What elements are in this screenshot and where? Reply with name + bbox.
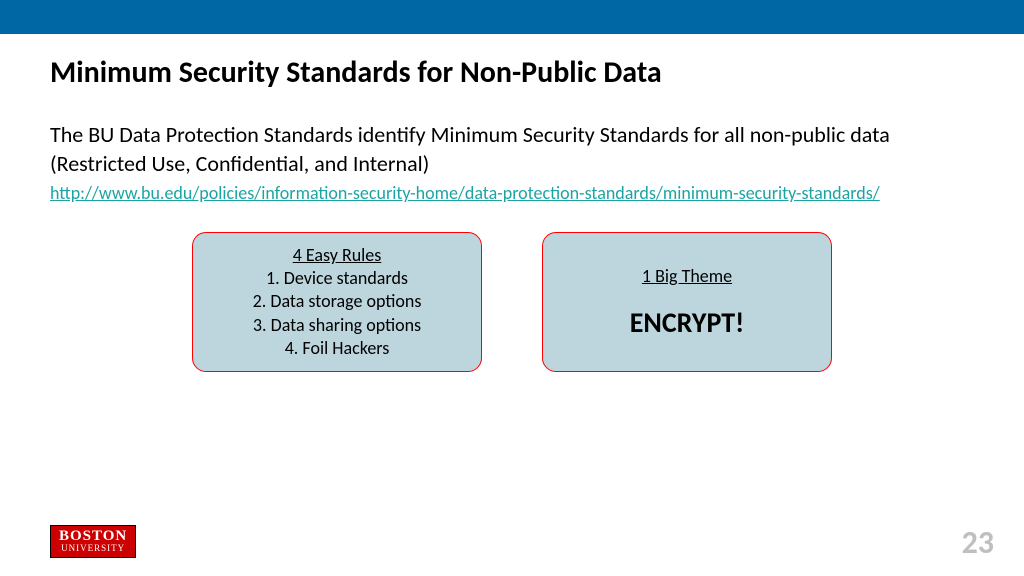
policy-link[interactable]: http://www.bu.edu/policies/information-s… — [50, 182, 880, 204]
slide-title: Minimum Security Standards for Non-Publi… — [50, 54, 974, 91]
slide-content: Minimum Security Standards for Non-Publi… — [0, 34, 1024, 372]
top-bar — [0, 0, 1024, 34]
logo-line1: BOSTON — [59, 529, 127, 544]
page-number: 23 — [962, 523, 994, 562]
body-paragraph: The BU Data Protection Standards identif… — [50, 121, 974, 178]
rules-line-4: 4. Foil Hackers — [193, 337, 481, 360]
rules-box: 4 Easy Rules 1. Device standards 2. Data… — [192, 232, 482, 372]
theme-box-big: ENCRYPT! — [543, 305, 831, 340]
bu-logo: BOSTON UNIVERSITY — [50, 525, 136, 558]
logo-line2: UNIVERSITY — [59, 544, 127, 553]
rules-line-1: 1. Device standards — [193, 267, 481, 290]
theme-box: 1 Big Theme ENCRYPT! — [542, 232, 832, 372]
theme-box-title: 1 Big Theme — [543, 265, 831, 287]
rules-line-3: 3. Data sharing options — [193, 314, 481, 337]
rules-line-2: 2. Data storage options — [193, 290, 481, 313]
info-boxes: 4 Easy Rules 1. Device standards 2. Data… — [50, 232, 974, 372]
rules-box-title: 4 Easy Rules — [193, 244, 481, 267]
